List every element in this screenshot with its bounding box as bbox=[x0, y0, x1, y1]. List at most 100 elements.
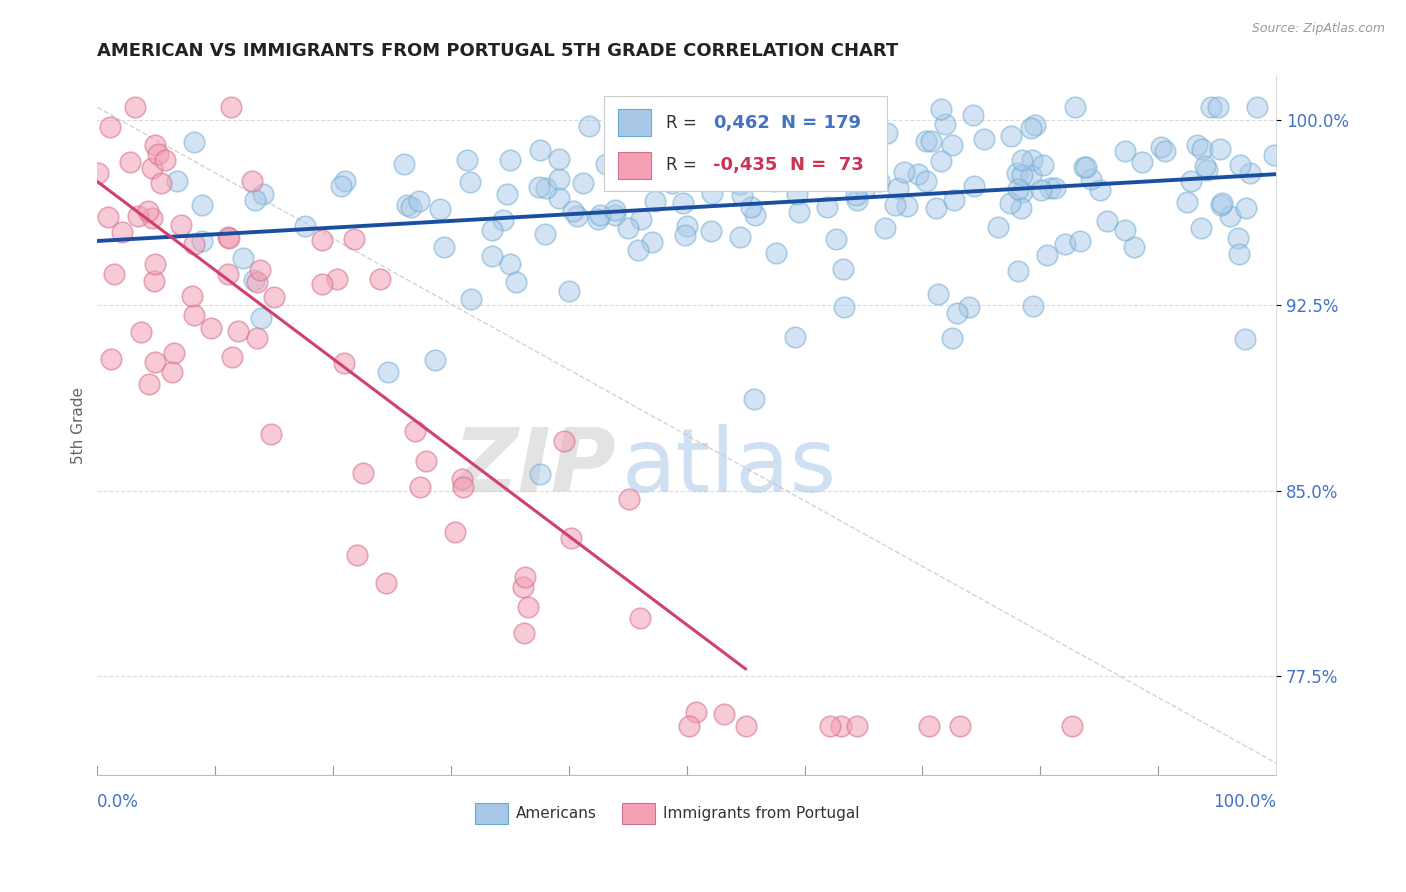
Point bbox=[896, 199, 918, 213]
Point bbox=[260, 427, 283, 442]
Point bbox=[1000, 128, 1022, 143]
Point bbox=[641, 145, 664, 159]
Point bbox=[1069, 234, 1091, 248]
Point bbox=[818, 719, 841, 733]
Point bbox=[678, 719, 700, 733]
Point bbox=[183, 135, 205, 149]
Point bbox=[87, 166, 110, 180]
Point bbox=[1007, 264, 1029, 278]
Point bbox=[1064, 100, 1087, 114]
Point bbox=[711, 100, 734, 114]
Point bbox=[929, 102, 952, 116]
Point bbox=[1130, 154, 1153, 169]
Point bbox=[481, 248, 503, 262]
Point bbox=[97, 210, 120, 224]
Point bbox=[830, 719, 852, 733]
Point bbox=[169, 218, 191, 232]
Text: 0.0%: 0.0% bbox=[97, 793, 139, 811]
Point bbox=[124, 100, 146, 114]
Point bbox=[333, 174, 356, 188]
Point bbox=[853, 181, 876, 195]
Point bbox=[143, 138, 166, 153]
Point bbox=[1234, 332, 1257, 346]
Point bbox=[529, 467, 551, 482]
Point bbox=[605, 100, 627, 114]
Bar bbox=[619, 152, 651, 178]
Point bbox=[927, 286, 949, 301]
Point bbox=[127, 210, 149, 224]
Point bbox=[1114, 144, 1136, 158]
Point bbox=[246, 331, 269, 345]
Point bbox=[754, 137, 776, 152]
Point bbox=[1185, 138, 1208, 153]
Point bbox=[98, 120, 121, 134]
Point bbox=[572, 176, 595, 190]
Point bbox=[588, 209, 610, 223]
Point bbox=[191, 234, 214, 248]
Point bbox=[246, 275, 269, 289]
Point bbox=[515, 569, 537, 583]
Point bbox=[548, 191, 571, 205]
Point bbox=[183, 309, 205, 323]
Point bbox=[527, 180, 550, 194]
Point bbox=[415, 454, 437, 468]
Point bbox=[1080, 171, 1102, 186]
Point bbox=[941, 331, 963, 345]
Point bbox=[560, 531, 582, 545]
Point bbox=[1088, 183, 1111, 197]
Point bbox=[868, 174, 890, 188]
Point bbox=[548, 153, 571, 167]
Point bbox=[150, 177, 173, 191]
Point bbox=[553, 434, 575, 448]
Point bbox=[945, 306, 967, 320]
Point bbox=[949, 719, 972, 733]
Point bbox=[734, 143, 756, 157]
Point bbox=[831, 262, 853, 277]
Point bbox=[217, 230, 239, 244]
Point bbox=[616, 221, 638, 235]
Point bbox=[815, 201, 838, 215]
Point bbox=[458, 176, 481, 190]
Point bbox=[332, 356, 354, 370]
Point bbox=[1227, 247, 1250, 261]
Point bbox=[742, 392, 765, 407]
Point bbox=[1201, 100, 1223, 114]
Point bbox=[217, 267, 239, 281]
Point bbox=[329, 178, 352, 193]
Point bbox=[561, 204, 583, 219]
Point bbox=[987, 219, 1010, 234]
Point bbox=[786, 186, 808, 201]
Point bbox=[637, 136, 659, 150]
Point bbox=[631, 172, 654, 186]
Bar bbox=[621, 804, 655, 824]
Point bbox=[644, 194, 666, 209]
Point bbox=[240, 174, 263, 188]
Point bbox=[512, 580, 534, 594]
Point bbox=[1246, 100, 1268, 114]
Point bbox=[713, 706, 735, 721]
Point bbox=[1005, 166, 1028, 180]
Bar bbox=[619, 110, 651, 136]
Text: N = 179: N = 179 bbox=[780, 113, 860, 132]
Point bbox=[1229, 158, 1251, 172]
Point bbox=[586, 211, 609, 226]
Point bbox=[640, 235, 662, 249]
Point bbox=[627, 243, 650, 257]
Point bbox=[873, 220, 896, 235]
Point bbox=[699, 224, 721, 238]
Point bbox=[326, 272, 349, 286]
Point bbox=[219, 100, 242, 114]
Point bbox=[728, 229, 751, 244]
Point bbox=[243, 273, 266, 287]
Point bbox=[512, 625, 534, 640]
Point bbox=[808, 134, 831, 148]
Point bbox=[1043, 181, 1066, 195]
Point bbox=[200, 320, 222, 334]
Text: ZIP: ZIP bbox=[453, 424, 616, 511]
Text: R =: R = bbox=[665, 156, 702, 174]
Point bbox=[973, 132, 995, 146]
Point bbox=[998, 196, 1021, 211]
Point bbox=[1053, 236, 1076, 251]
Point bbox=[942, 193, 965, 207]
Point bbox=[1153, 144, 1175, 158]
